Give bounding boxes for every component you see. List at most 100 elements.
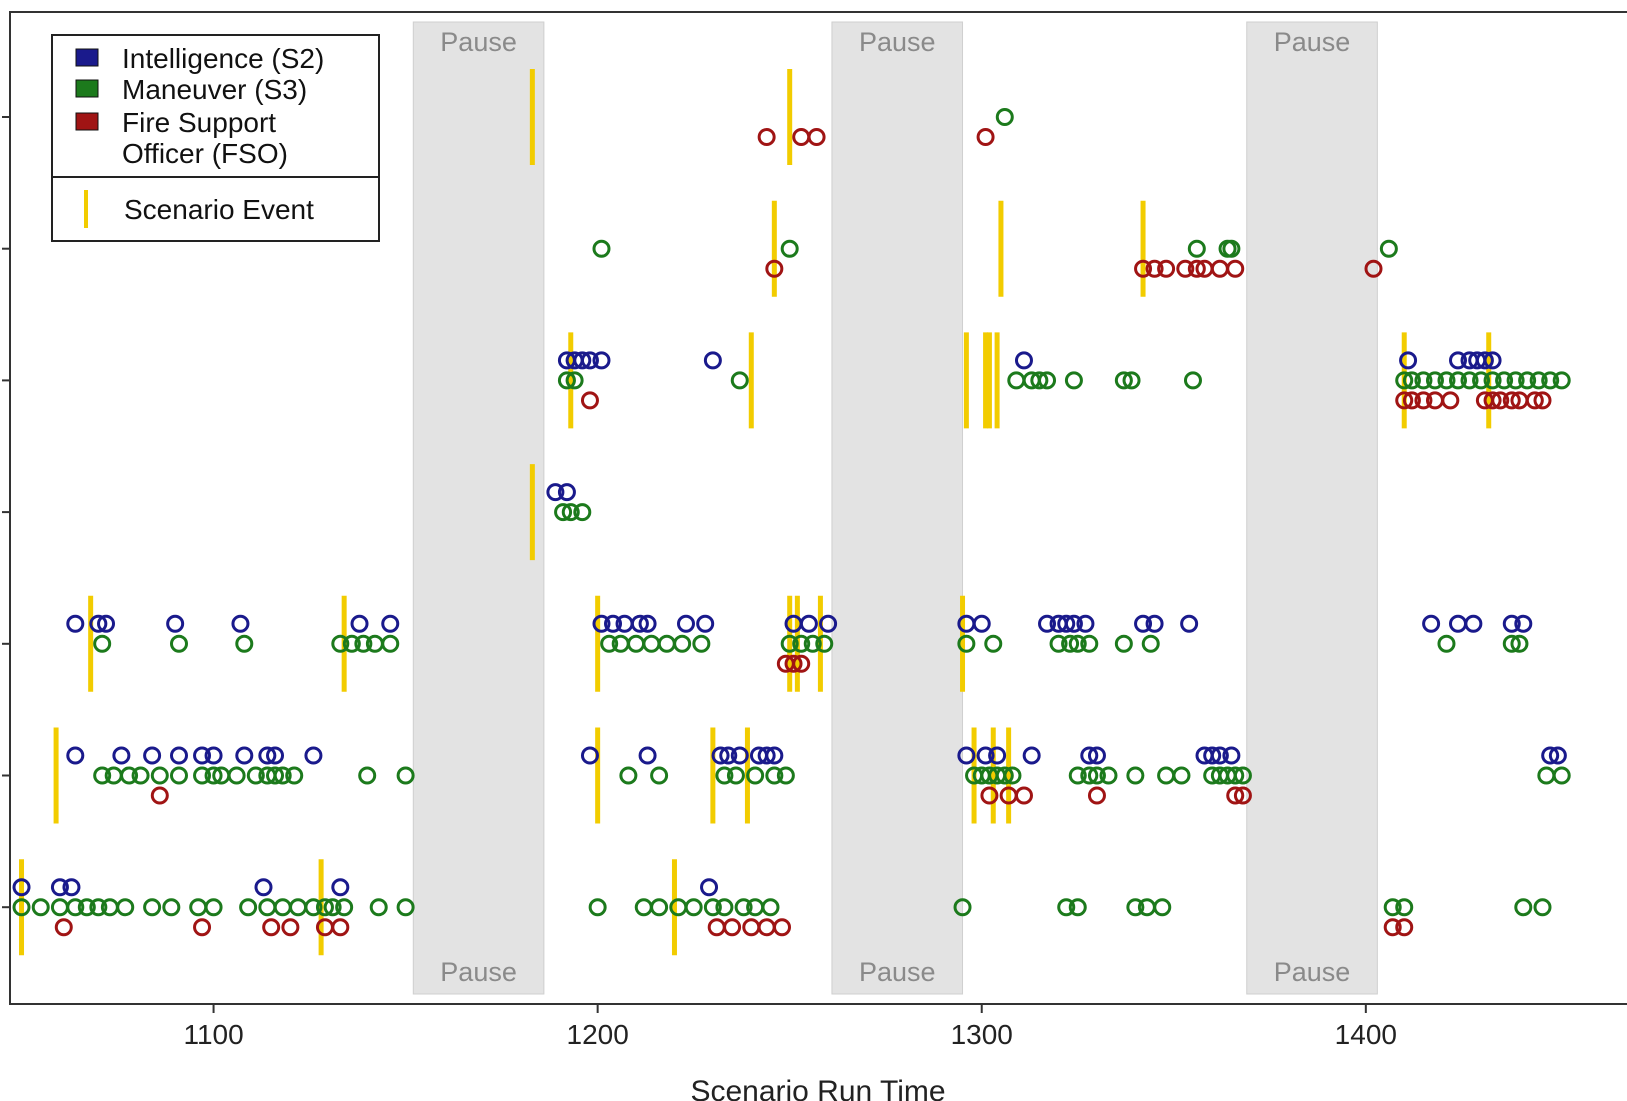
maneuver-s3-point [634, 898, 653, 917]
intelligence-s2-point [235, 746, 254, 765]
intelligence-s2-point [1449, 614, 1468, 633]
maneuver-s3-point [162, 898, 181, 917]
intelligence-s2-point [1422, 614, 1441, 633]
intelligence-s2-point [304, 746, 323, 765]
fso-point [262, 918, 281, 937]
maneuver-s3-point [1068, 898, 1087, 917]
fso-point [331, 918, 350, 937]
pause-label-top: Pause [1274, 27, 1351, 57]
maneuver-s3-point [1510, 634, 1529, 653]
maneuver-s3-point [765, 766, 784, 785]
maneuver-s3-point [1141, 634, 1160, 653]
intelligence-s2-point [62, 878, 81, 897]
maneuver-s3-point [358, 766, 377, 785]
intelligence-s2-point [1541, 746, 1560, 765]
x-tick-label: 1400 [1335, 1019, 1397, 1050]
maneuver-s3-point [93, 766, 112, 785]
maneuver-s3-point [592, 239, 611, 258]
fso-point [1525, 391, 1544, 410]
fso-point [765, 259, 784, 278]
intelligence-s2-point [258, 746, 277, 765]
intelligence-s2-point [1134, 614, 1153, 633]
intelligence-s2-point [573, 351, 592, 370]
maneuver-s3-point [1495, 371, 1514, 390]
maneuver-s3-point [692, 634, 711, 653]
maneuver-s3-point [703, 898, 722, 917]
fso-point [976, 128, 995, 146]
maneuver-s3-point [204, 898, 223, 917]
intelligence-s2-point [1064, 614, 1083, 633]
intelligence-s2-point [204, 746, 223, 765]
maneuver-s3-point [1157, 766, 1176, 785]
intelligence-s2-point [1145, 614, 1164, 633]
maneuver-s3-point [1114, 634, 1133, 653]
intelligence-s2-point [719, 746, 738, 765]
intelligence-s2-point [638, 746, 657, 765]
maneuver-s3-point [266, 766, 285, 785]
maneuver-s3-point [1057, 898, 1076, 917]
maneuver-s3-point [1007, 371, 1026, 390]
intelligence-s2-point [546, 483, 565, 502]
pause-region [412, 21, 545, 995]
maneuver-s3-point [780, 634, 799, 653]
legend: Intelligence (S2)Maneuver (S3)Fire Suppo… [51, 34, 380, 242]
maneuver-s3-point [66, 898, 85, 917]
intelligence-s2-point [676, 614, 695, 633]
intelligence-s2-point [1203, 746, 1222, 765]
fso-point [707, 918, 726, 937]
fso-point [792, 654, 811, 673]
maneuver-s3-point [1099, 766, 1118, 785]
maneuver-s3-point [565, 371, 584, 390]
legend-label: Intelligence (S2) [122, 43, 324, 74]
maneuver-s3-point [369, 898, 388, 917]
intelligence-s2-point [266, 746, 285, 765]
maneuver-s3-point [131, 766, 150, 785]
maneuver-s3-point [354, 634, 373, 653]
maneuver-s3-point [189, 898, 208, 917]
maneuver-s3-point [323, 898, 342, 917]
intelligence-s2-point [169, 746, 188, 765]
intelligence-s2-point [50, 878, 69, 897]
pause-label-bottom: Pause [440, 957, 517, 987]
fso-point [1087, 786, 1106, 805]
legend-label: Fire Support [122, 107, 276, 138]
maneuver-s3-point [557, 371, 576, 390]
maneuver-s3-point [396, 766, 415, 785]
data-point-layer [12, 108, 1571, 937]
maneuver-s3-point [803, 634, 822, 653]
maneuver-s3-point [1379, 239, 1398, 258]
intelligence-s2-point [592, 614, 611, 633]
maneuver-s3-point [1395, 898, 1414, 917]
intelligence-s2-point [89, 614, 108, 633]
intelligence-s2-point [1087, 746, 1106, 765]
maneuver-s3-point [1153, 898, 1172, 917]
maneuver-s3-point [1472, 371, 1491, 390]
maneuver-s3-point [50, 898, 69, 917]
maneuver-s3-point [1061, 634, 1080, 653]
maneuver-s3-point [315, 898, 334, 917]
fso-point [1402, 391, 1421, 410]
intelligence-s2-point [819, 614, 838, 633]
maneuver-s3-point [89, 898, 108, 917]
maneuver-s3-point [1437, 634, 1456, 653]
fso-point [792, 128, 811, 146]
legend-swatch [75, 112, 99, 131]
maneuver-s3-point [1122, 371, 1141, 390]
maneuver-s3-point [815, 634, 834, 653]
intelligence-s2-point [630, 614, 649, 633]
legend-swatch [75, 48, 99, 67]
maneuver-s3-point [1126, 766, 1145, 785]
intelligence-s2-point [604, 614, 623, 633]
pause-region [831, 21, 964, 995]
maneuver-s3-point [1552, 766, 1571, 785]
maneuver-s3-point [396, 898, 415, 917]
intelligence-s2-point [557, 483, 576, 502]
maneuver-s3-point [1402, 371, 1421, 390]
intelligence-s2-point [1014, 351, 1033, 370]
intelligence-s2-point [700, 878, 719, 897]
pause-label-top: Pause [440, 27, 517, 57]
fso-point [1502, 391, 1521, 410]
plot-frame [9, 11, 1627, 1005]
fso-point [1233, 786, 1252, 805]
